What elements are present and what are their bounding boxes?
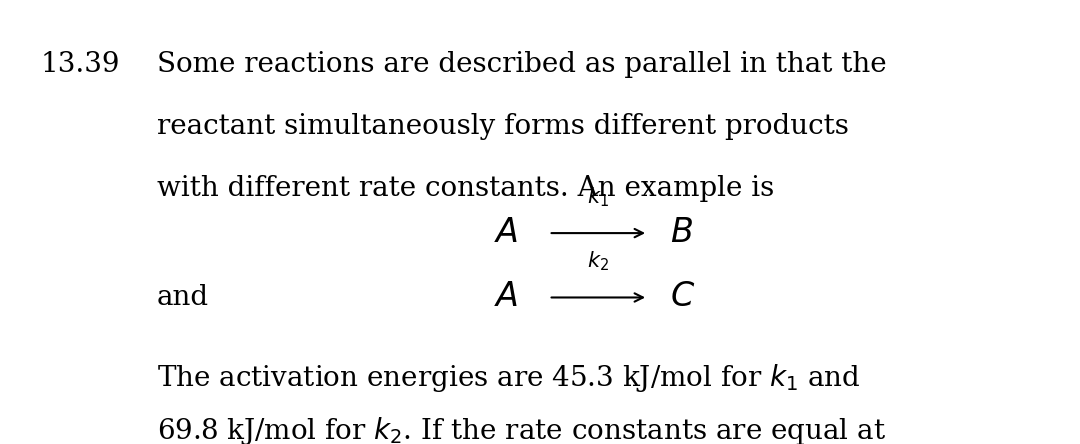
Text: $A$: $A$ (494, 217, 518, 249)
Text: $A$: $A$ (494, 281, 518, 313)
Text: $C$: $C$ (670, 281, 694, 313)
Text: with different rate constants. An example is: with different rate constants. An exampl… (157, 175, 774, 202)
Text: reactant simultaneously forms different products: reactant simultaneously forms different … (157, 113, 849, 140)
Text: Some reactions are described as parallel in that the: Some reactions are described as parallel… (157, 51, 887, 78)
Text: $k_2$: $k_2$ (588, 250, 609, 273)
Text: and: and (157, 284, 208, 311)
Text: $k_1$: $k_1$ (588, 185, 609, 209)
Text: $B$: $B$ (670, 217, 692, 249)
Text: 69.8 kJ/mol for $k_2$. If the rate constants are equal at: 69.8 kJ/mol for $k_2$. If the rate const… (157, 415, 886, 444)
Text: The activation energies are 45.3 kJ/mol for $k_1$ and: The activation energies are 45.3 kJ/mol … (157, 362, 860, 394)
Text: 13.39: 13.39 (41, 51, 121, 78)
